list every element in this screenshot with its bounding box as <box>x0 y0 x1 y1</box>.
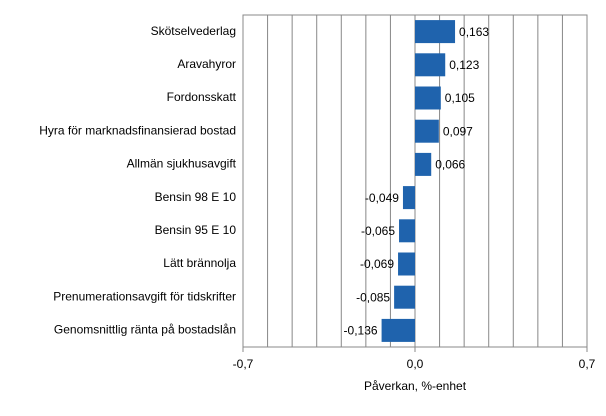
bar <box>415 152 432 176</box>
value-label: -0,069 <box>360 257 394 271</box>
bar <box>381 318 415 342</box>
value-label: 0,097 <box>443 124 473 138</box>
plot-border <box>242 14 588 348</box>
bar <box>398 252 415 276</box>
x-tick-label: -0,7 <box>233 357 254 371</box>
bar <box>415 53 446 77</box>
value-label: -0,085 <box>356 290 390 304</box>
bar <box>415 86 441 110</box>
bar <box>394 285 415 309</box>
y-tick-label: Aravahyror <box>177 57 236 71</box>
y-tick-label: Skötselvederlag <box>151 24 236 38</box>
bar <box>399 219 415 243</box>
bar <box>415 119 439 143</box>
x-tick-label: 0,7 <box>579 357 596 371</box>
y-tick-label: Bensin 98 E 10 <box>155 190 237 204</box>
value-label: 0,066 <box>435 158 465 172</box>
value-label: 0,123 <box>449 58 479 72</box>
x-tick-label: 0,0 <box>407 357 424 371</box>
bar <box>402 186 415 210</box>
y-tick-label: Allmän sjukhusavgift <box>127 157 237 171</box>
y-tick-label: Bensin 95 E 10 <box>155 223 237 237</box>
value-label: -0,049 <box>365 191 399 205</box>
value-label: 0,163 <box>459 25 489 39</box>
value-label: -0,065 <box>361 224 395 238</box>
value-label: -0,136 <box>344 324 378 338</box>
y-tick-label: Prenumerationsavgift för tidskrifter <box>53 289 236 303</box>
x-axis-label: Påverkan, %-enhet <box>364 379 467 393</box>
y-tick-label: Fordonsskatt <box>167 90 237 104</box>
y-tick-label: Genomsnittlig ränta på bostadslån <box>54 323 236 337</box>
y-tick-label: Lätt brännolja <box>163 256 236 270</box>
bar <box>415 20 456 44</box>
value-label: 0,105 <box>445 91 475 105</box>
y-tick-label: Hyra för marknadsfinansierad bostad <box>39 123 236 137</box>
